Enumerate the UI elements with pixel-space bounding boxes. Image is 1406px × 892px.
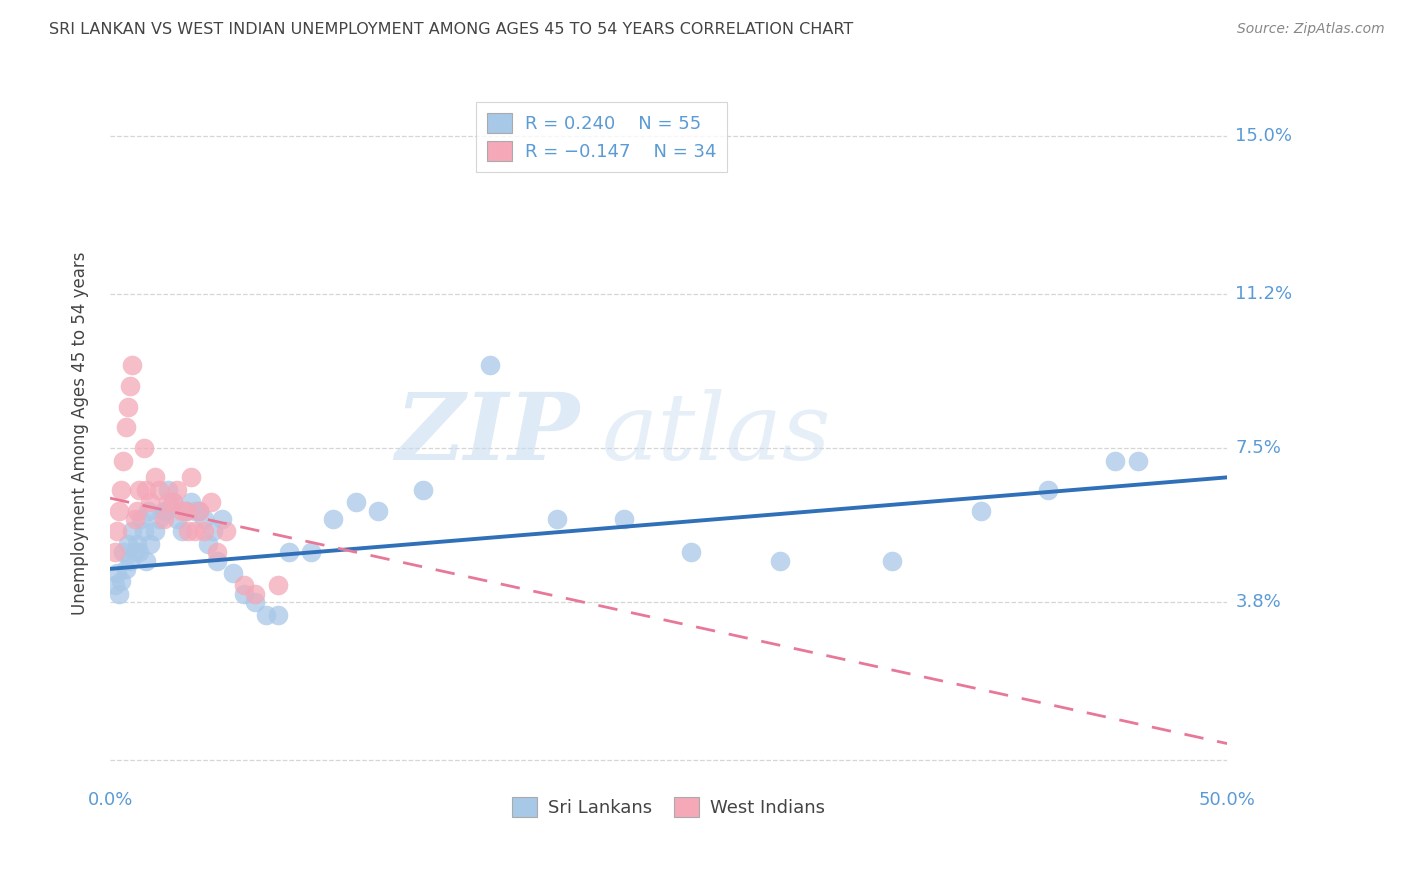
Point <box>105 524 128 539</box>
Text: 15.0%: 15.0% <box>1236 128 1292 145</box>
Point <box>112 545 135 559</box>
Point <box>193 524 215 539</box>
Point <box>245 595 267 609</box>
Point <box>277 545 299 559</box>
Point <box>125 537 148 551</box>
Text: 7.5%: 7.5% <box>1236 439 1281 458</box>
Point <box>121 524 143 539</box>
Point <box>184 524 207 539</box>
Point <box>266 578 288 592</box>
Point <box>103 578 125 592</box>
Point <box>124 512 146 526</box>
Point <box>170 524 193 539</box>
Point <box>201 524 224 539</box>
Point <box>124 545 146 559</box>
Point <box>139 495 162 509</box>
Point <box>114 562 136 576</box>
Point <box>177 524 200 539</box>
Point <box>679 545 702 559</box>
Point <box>207 545 229 559</box>
Point <box>188 503 211 517</box>
Point <box>197 537 219 551</box>
Point <box>135 483 157 497</box>
Point <box>1104 453 1126 467</box>
Point <box>613 512 636 526</box>
Point <box>120 553 142 567</box>
Point <box>152 512 174 526</box>
Point <box>128 545 150 559</box>
Point <box>266 607 288 622</box>
Point <box>233 587 256 601</box>
Legend: Sri Lankans, West Indians: Sri Lankans, West Indians <box>505 789 832 824</box>
Point <box>222 566 245 580</box>
Point <box>299 545 322 559</box>
Point <box>162 495 184 509</box>
Point <box>322 512 344 526</box>
Point <box>110 483 132 497</box>
Point <box>121 358 143 372</box>
Point <box>157 495 180 509</box>
Point <box>166 483 188 497</box>
Point <box>184 503 207 517</box>
Point <box>211 512 233 526</box>
Point <box>135 553 157 567</box>
Point <box>215 524 238 539</box>
Point <box>769 553 792 567</box>
Point <box>157 483 180 497</box>
Point <box>166 512 188 526</box>
Point <box>132 442 155 456</box>
Text: SRI LANKAN VS WEST INDIAN UNEMPLOYMENT AMONG AGES 45 TO 54 YEARS CORRELATION CHA: SRI LANKAN VS WEST INDIAN UNEMPLOYMENT A… <box>49 22 853 37</box>
Point <box>193 512 215 526</box>
Point <box>207 553 229 567</box>
Point <box>1038 483 1060 497</box>
Point <box>546 512 568 526</box>
Point <box>114 420 136 434</box>
Point <box>108 503 131 517</box>
Text: 3.8%: 3.8% <box>1236 593 1281 611</box>
Point <box>970 503 993 517</box>
Point <box>143 524 166 539</box>
Text: ZIP: ZIP <box>395 389 579 479</box>
Point <box>117 537 139 551</box>
Point <box>880 553 903 567</box>
Point <box>128 483 150 497</box>
Point <box>105 566 128 580</box>
Point <box>179 470 201 484</box>
Point <box>256 607 278 622</box>
Point <box>131 512 153 526</box>
Point <box>367 503 389 517</box>
Text: Source: ZipAtlas.com: Source: ZipAtlas.com <box>1237 22 1385 37</box>
Point <box>103 545 125 559</box>
Point <box>117 400 139 414</box>
Point <box>148 483 170 497</box>
Point <box>152 503 174 517</box>
Text: 11.2%: 11.2% <box>1236 285 1292 303</box>
Point <box>174 503 197 517</box>
Point <box>110 574 132 589</box>
Point <box>174 503 197 517</box>
Point <box>179 495 201 509</box>
Point <box>162 495 184 509</box>
Point <box>200 495 222 509</box>
Point <box>112 453 135 467</box>
Point <box>478 358 501 372</box>
Y-axis label: Unemployment Among Ages 45 to 54 years: Unemployment Among Ages 45 to 54 years <box>72 252 89 615</box>
Point <box>412 483 434 497</box>
Point <box>125 503 148 517</box>
Text: atlas: atlas <box>602 389 831 479</box>
Point <box>155 503 177 517</box>
Point <box>233 578 256 592</box>
Point <box>1126 453 1149 467</box>
Point <box>245 587 267 601</box>
Point <box>132 524 155 539</box>
Point <box>170 503 193 517</box>
Point <box>139 537 162 551</box>
Point <box>120 379 142 393</box>
Point <box>108 587 131 601</box>
Point <box>344 495 367 509</box>
Point <box>148 512 170 526</box>
Point <box>143 470 166 484</box>
Point <box>136 503 159 517</box>
Point <box>188 503 211 517</box>
